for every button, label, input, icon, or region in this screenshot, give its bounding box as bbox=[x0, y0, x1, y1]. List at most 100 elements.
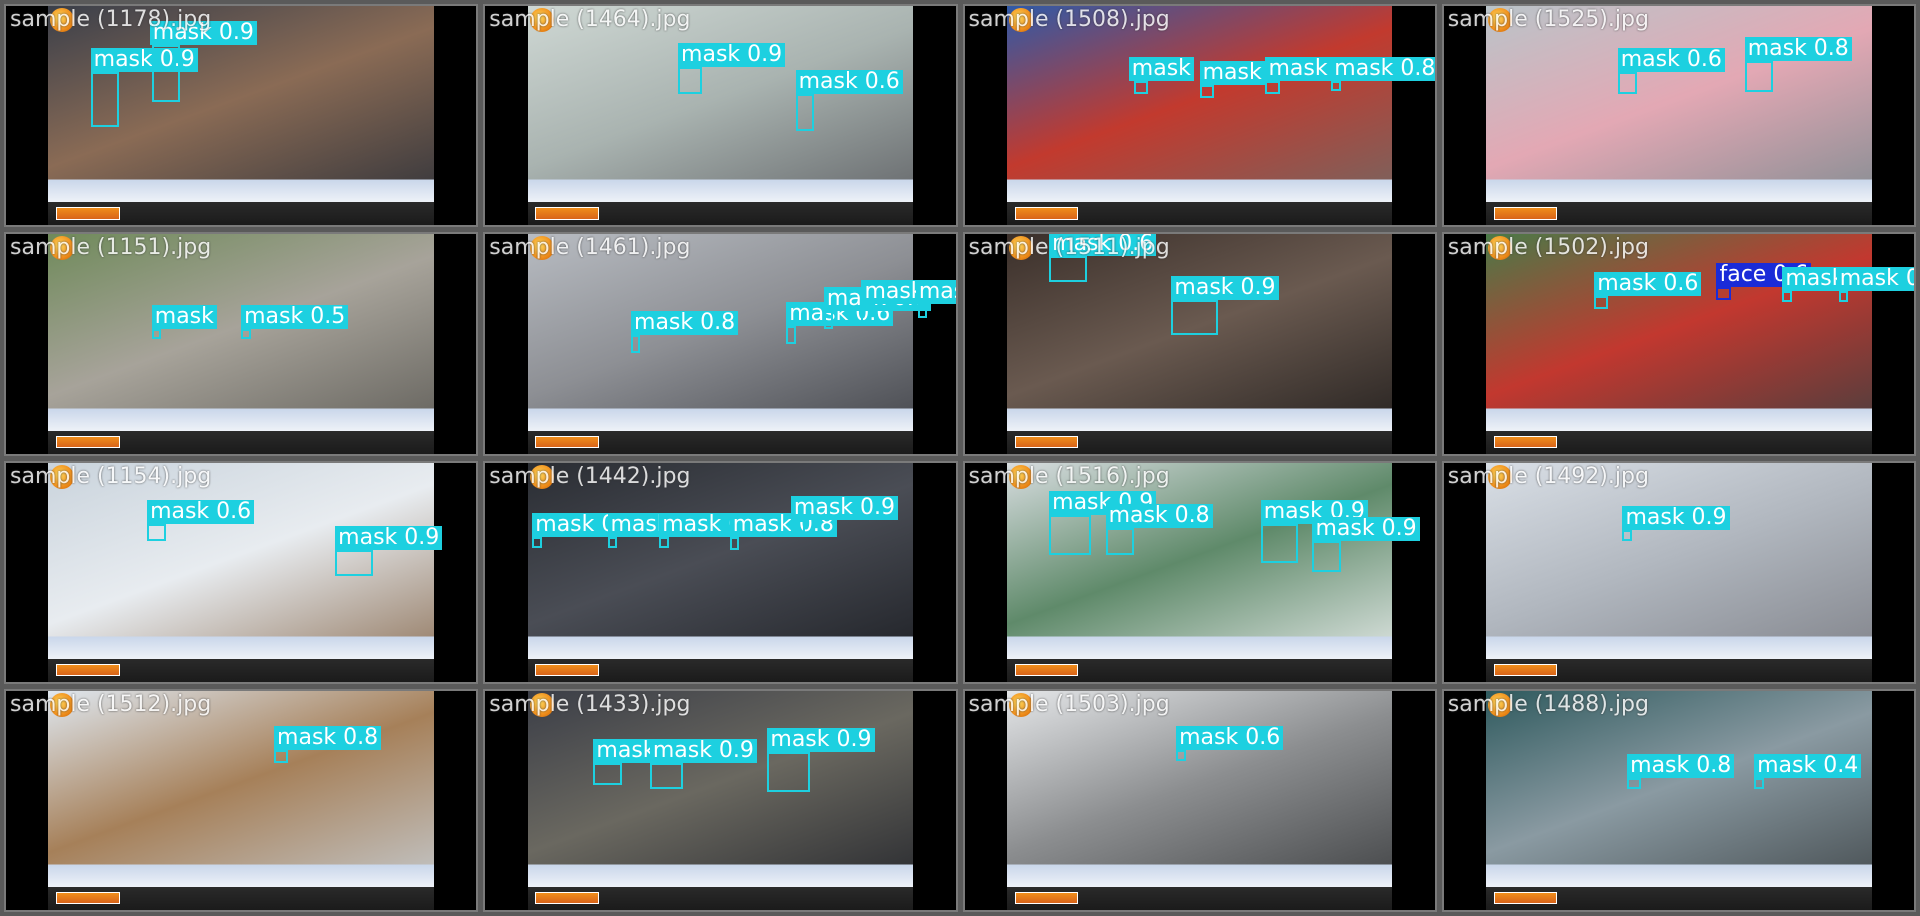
mask-detection-box bbox=[790, 519, 805, 533]
mask-detection-box bbox=[1265, 80, 1280, 94]
detection-label: mask 0.9 bbox=[1171, 276, 1279, 301]
mask-detection-box bbox=[1782, 291, 1792, 303]
channel-logo-icon bbox=[535, 892, 599, 905]
detection-label: mask 0.8 bbox=[274, 725, 382, 750]
mask-detection-box bbox=[1049, 515, 1092, 555]
mask-detection-box bbox=[659, 537, 669, 548]
news-caption-bar bbox=[1486, 396, 1872, 454]
mask-detection-box bbox=[1627, 778, 1642, 790]
detection-label: mask 0.8 bbox=[1744, 36, 1852, 61]
sample-tile: mask 0.8 sample (1512).jpg bbox=[4, 688, 479, 912]
mask-detection-box bbox=[1331, 80, 1341, 92]
mask-detection-box bbox=[917, 304, 928, 318]
detection-label: mask 0.6 bbox=[147, 499, 255, 524]
mask-detection-box bbox=[795, 93, 815, 131]
detection-label: mask 0.6 bbox=[1176, 725, 1284, 750]
station-logo-icon bbox=[529, 8, 554, 32]
detection-label: mask 0.9 bbox=[1049, 491, 1157, 516]
face-detection-box bbox=[1716, 286, 1731, 300]
mask-detection-box bbox=[786, 326, 796, 344]
sample-filename: sample (1503).jpg bbox=[968, 691, 1170, 717]
sample-filename: sample (1516).jpg bbox=[968, 463, 1170, 489]
mask-detection-box bbox=[1176, 749, 1186, 761]
mask-detection-box bbox=[767, 752, 810, 792]
sample-filename: sample (1154).jpg bbox=[10, 463, 212, 489]
station-logo-icon bbox=[529, 464, 554, 489]
mask-detection-box bbox=[649, 763, 683, 790]
sample-tile: mask 0.6 mask 0.9 sample (1154).jpg bbox=[4, 460, 479, 684]
sample-tile: mask 0.9 mask 0.9 mask 0.9 sample (1433).jp… bbox=[483, 688, 958, 912]
station-logo-icon bbox=[1488, 464, 1513, 489]
mask-detection-box bbox=[1754, 778, 1764, 790]
station-logo-icon bbox=[50, 8, 75, 32]
detection-label: mask 0.6 bbox=[1049, 234, 1157, 257]
mask-detection-box bbox=[151, 45, 180, 103]
station-logo-icon bbox=[1008, 8, 1033, 32]
mask-detection-box bbox=[678, 67, 702, 94]
mask-detection-box bbox=[274, 749, 289, 764]
mask-detection-box bbox=[90, 71, 119, 127]
detection-label: mask 0.9 bbox=[678, 43, 786, 68]
detection-label: mask 0.6 bbox=[1594, 271, 1702, 296]
detection-label: mask 0.9 bbox=[90, 47, 198, 72]
sample-filename: sample (1511).jpg bbox=[968, 235, 1170, 261]
channel-logo-icon bbox=[56, 663, 120, 677]
detection-label: mask 0.9 bbox=[649, 739, 757, 764]
news-caption-bar bbox=[527, 168, 914, 226]
mask-detection-box bbox=[1622, 530, 1632, 542]
news-caption-bar bbox=[527, 624, 914, 682]
news-caption-bar bbox=[1006, 853, 1393, 910]
mask-detection-box bbox=[631, 335, 641, 353]
station-logo-icon bbox=[50, 692, 75, 717]
sample-tile: mask 0.9 sample (1492).jpg bbox=[1441, 460, 1916, 684]
sample-filename: sample (1512).jpg bbox=[10, 691, 212, 717]
mask-detection-box bbox=[823, 310, 834, 329]
sample-filename: sample (1151).jpg bbox=[10, 235, 212, 261]
mask-detection-box bbox=[532, 537, 542, 548]
detection-label: mask 0.7 bbox=[915, 280, 956, 305]
station-logo-icon bbox=[50, 464, 75, 489]
news-caption-bar bbox=[527, 396, 914, 454]
sample-filename: sample (1461).jpg bbox=[489, 235, 691, 261]
mask-detection-box bbox=[1838, 291, 1849, 303]
detection-label: mask bbox=[1199, 60, 1265, 85]
news-caption-bar bbox=[1486, 853, 1872, 910]
channel-logo-icon bbox=[1493, 663, 1558, 677]
detection-label: mask 0.9 bbox=[1312, 517, 1420, 542]
station-logo-icon bbox=[1488, 236, 1513, 261]
detection-label: mask bbox=[1128, 56, 1194, 81]
channel-logo-icon bbox=[1014, 663, 1079, 677]
mask-detection-box bbox=[1260, 523, 1299, 564]
station-logo-icon bbox=[529, 236, 554, 261]
mask-detection-box bbox=[241, 328, 251, 340]
mask-detection-box bbox=[335, 550, 373, 577]
sample-filename: sample (1433).jpg bbox=[489, 691, 691, 717]
sample-filename: sample (1178).jpg bbox=[10, 7, 212, 32]
mask-detection-box bbox=[729, 537, 740, 551]
mask-detection-box bbox=[607, 537, 617, 548]
detection-label: mask 0.5 bbox=[241, 304, 349, 329]
mask-detection-box bbox=[1133, 80, 1148, 94]
video-frame bbox=[527, 690, 914, 910]
detection-label: mask 0.9 bbox=[1622, 506, 1730, 531]
news-caption-bar bbox=[48, 396, 434, 454]
sample-tile: mask 0.9 mask 0.9 sample (1178).jpg bbox=[4, 4, 479, 228]
news-caption-bar bbox=[48, 624, 434, 682]
mask-detection-box bbox=[1744, 60, 1773, 92]
station-logo-icon bbox=[1488, 692, 1513, 717]
mask-detection-box bbox=[1105, 528, 1134, 555]
mask-detection-box bbox=[151, 328, 162, 340]
mask-detection-box bbox=[1594, 295, 1609, 309]
station-logo-icon bbox=[1008, 236, 1033, 261]
sample-filename: sample (1502).jpg bbox=[1447, 235, 1649, 261]
detection-label: mask 0.4 bbox=[1754, 754, 1862, 779]
mask-detection-box bbox=[861, 304, 871, 322]
detection-label: mask 0.6 bbox=[1617, 47, 1725, 72]
station-logo-icon bbox=[529, 692, 554, 717]
sample-tile: mask 0.6 mask 0.9 sample (1511).jpg bbox=[962, 232, 1437, 456]
channel-logo-icon bbox=[535, 207, 599, 220]
video-frame bbox=[1006, 234, 1393, 454]
news-caption-bar bbox=[48, 168, 434, 226]
